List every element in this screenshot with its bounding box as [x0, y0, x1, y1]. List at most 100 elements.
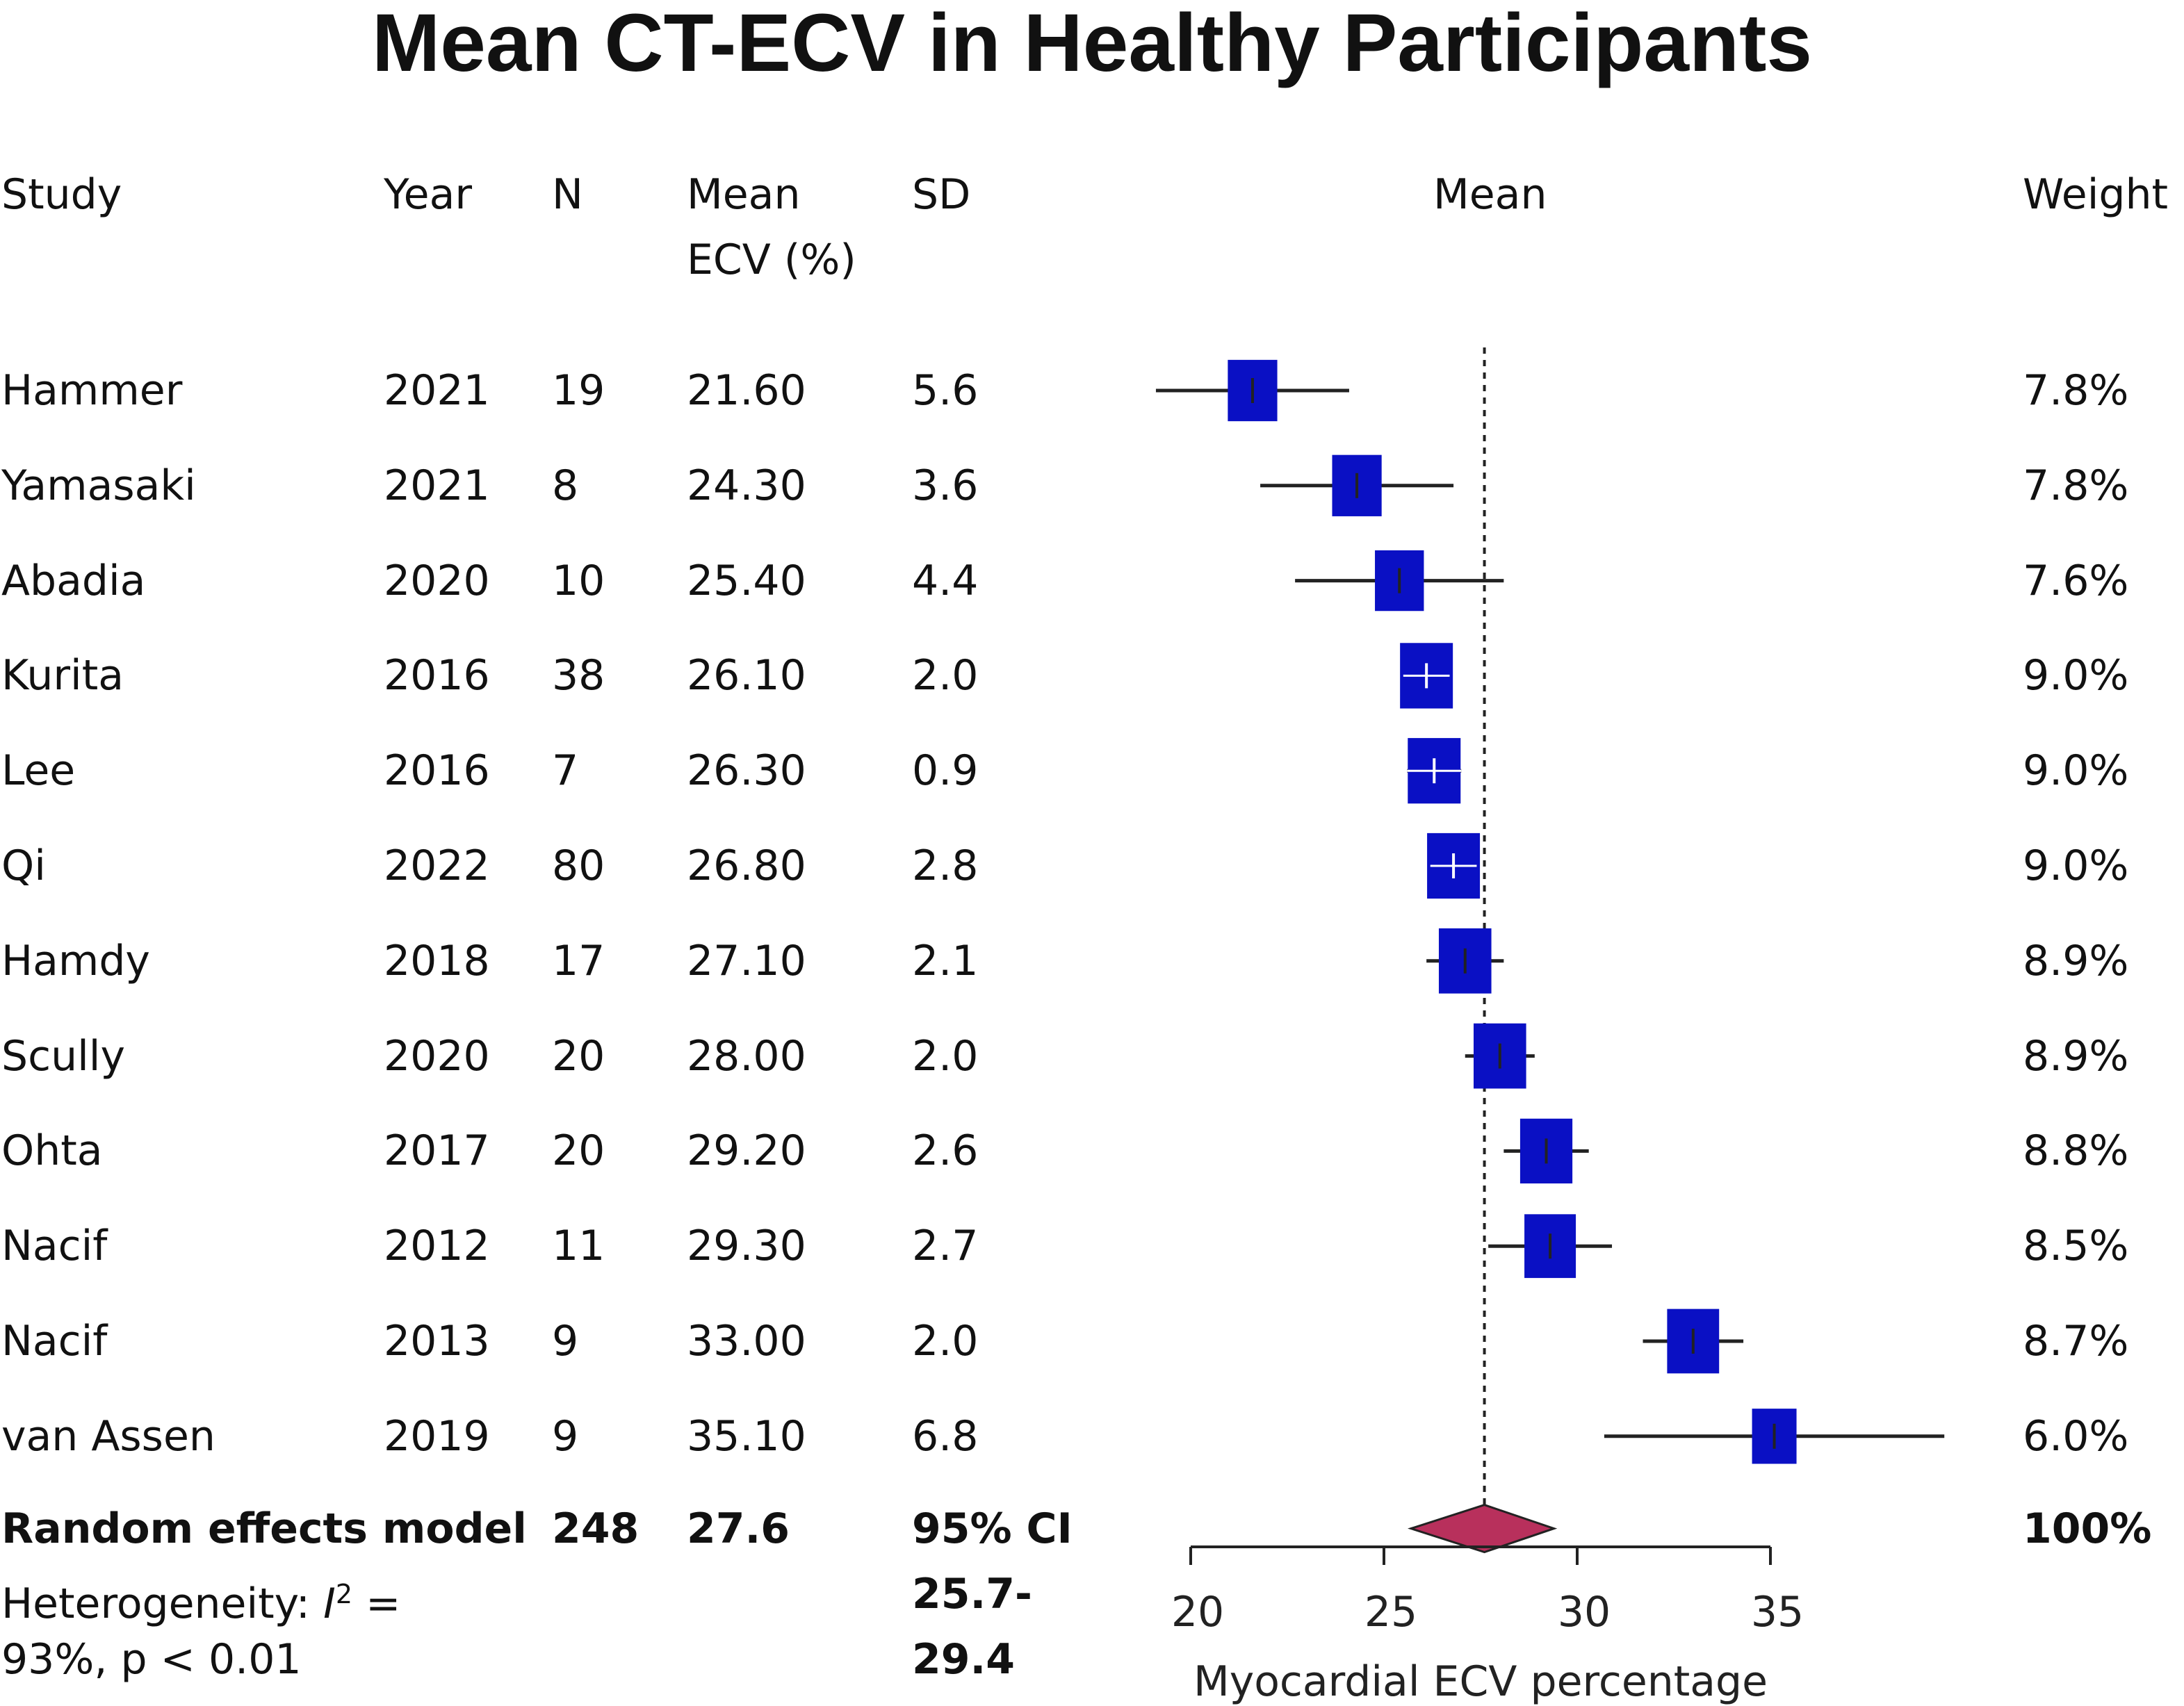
study-weight: 8.8%	[2023, 1126, 2129, 1176]
study-sd: 2.0	[912, 651, 979, 700]
study-year: 2013	[384, 1317, 490, 1365]
study-year: 2021	[384, 366, 490, 415]
study-n: 7	[552, 746, 579, 796]
study-year: 2016	[384, 746, 490, 796]
study-name: van Assen	[1, 1411, 215, 1461]
study-weight: 6.0%	[2023, 1411, 2129, 1461]
heterogeneity-prefix: Heterogeneity:	[1, 1580, 324, 1628]
study-name: Nacif	[1, 1222, 108, 1271]
study-year: 2019	[384, 1411, 490, 1461]
summary-weight: 100%	[2023, 1504, 2152, 1553]
x-axis-tick-label: 35	[1751, 1588, 1804, 1637]
study-n: 17	[552, 936, 605, 985]
chart-title: Mean CT-ECV in Healthy Participants	[371, 0, 1813, 89]
study-name: Hamdy	[1, 936, 150, 985]
study-mean: 29.30	[687, 1222, 806, 1271]
column-header-study: Study	[1, 170, 122, 219]
study-n: 8	[552, 461, 579, 510]
study-name: Hammer	[1, 366, 183, 415]
study-year: 2016	[384, 651, 490, 700]
study-weight: 8.7%	[2023, 1317, 2129, 1365]
study-name: Abadia	[1, 556, 146, 605]
study-mean: 24.30	[687, 461, 806, 510]
study-name: Kurita	[1, 651, 124, 700]
study-name: Nacif	[1, 1317, 108, 1365]
study-year: 2012	[384, 1222, 490, 1271]
column-header-sd: SD	[912, 170, 971, 219]
study-name: Lee	[1, 746, 76, 796]
column-header-mean-unit: ECV (%)	[687, 236, 856, 284]
study-sd: 5.6	[912, 366, 979, 415]
study-mean: 26.10	[687, 651, 806, 700]
summary-diamond	[1408, 1504, 1558, 1554]
summary-ci-label: 95% CI	[912, 1504, 1073, 1553]
study-sd: 2.7	[912, 1222, 979, 1271]
study-weight: 7.8%	[2023, 366, 2129, 415]
study-weight: 9.0%	[2023, 746, 2129, 796]
study-sd: 2.8	[912, 842, 979, 890]
study-sd: 4.4	[912, 556, 979, 605]
study-sd: 6.8	[912, 1411, 979, 1461]
study-sd: 2.0	[912, 1031, 979, 1081]
summary-ci-upper: 29.4	[912, 1635, 1016, 1684]
study-mean: 33.00	[687, 1317, 806, 1365]
study-mean: 26.30	[687, 746, 806, 796]
study-n: 20	[552, 1031, 605, 1081]
heterogeneity-suffix: =	[352, 1580, 401, 1628]
heterogeneity-line-2: 93%, p < 0.01	[1, 1635, 302, 1684]
summary-mean: 27.6	[687, 1504, 790, 1553]
x-axis-tick-label: 25	[1364, 1588, 1417, 1637]
study-year: 2018	[384, 936, 490, 985]
x-axis-tick-label: 20	[1171, 1588, 1224, 1637]
study-n: 19	[552, 366, 605, 415]
study-weight: 8.9%	[2023, 1031, 2129, 1081]
study-n: 38	[552, 651, 605, 700]
column-header-plot-mean: Mean	[1433, 170, 1547, 219]
x-axis-tick-label: 30	[1558, 1588, 1611, 1637]
study-name: Scully	[1, 1031, 125, 1081]
study-mean: 29.20	[687, 1126, 806, 1176]
study-mean: 21.60	[687, 366, 806, 415]
study-weight: 9.0%	[2023, 651, 2129, 700]
study-weight: 8.5%	[2023, 1222, 2129, 1271]
study-sd: 0.9	[912, 746, 979, 796]
study-weight: 7.8%	[2023, 461, 2129, 510]
study-n: 9	[552, 1317, 579, 1365]
study-sd: 2.1	[912, 936, 979, 985]
heterogeneity-superscript: 2	[335, 1579, 352, 1609]
study-weight: 8.9%	[2023, 936, 2129, 985]
summary-label: Random effects model	[1, 1504, 527, 1553]
heterogeneity-line-1: Heterogeneity: I2 =	[1, 1569, 400, 1629]
heterogeneity-symbol: I	[323, 1580, 336, 1628]
column-header-mean: Mean	[687, 170, 801, 219]
study-mean: 27.10	[687, 936, 806, 985]
study-mean: 25.40	[687, 556, 806, 605]
study-n: 10	[552, 556, 605, 605]
study-year: 2020	[384, 556, 490, 605]
study-name: Ohta	[1, 1126, 103, 1176]
study-mean: 35.10	[687, 1411, 806, 1461]
column-header-n: N	[552, 170, 583, 219]
study-n: 9	[552, 1411, 579, 1461]
study-name: Qi	[1, 842, 46, 890]
x-axis-title: Myocardial ECV percentage	[1193, 1657, 1768, 1706]
study-sd: 3.6	[912, 461, 979, 510]
study-year: 2021	[384, 461, 490, 510]
study-weight: 7.6%	[2023, 556, 2129, 605]
study-year: 2022	[384, 842, 490, 890]
study-mean: 28.00	[687, 1031, 806, 1081]
study-weight: 9.0%	[2023, 842, 2129, 890]
study-n: 11	[552, 1222, 605, 1271]
study-mean: 26.80	[687, 842, 806, 890]
summary-n: 248	[552, 1504, 639, 1553]
column-header-weight: Weight	[2023, 170, 2169, 219]
study-n: 20	[552, 1126, 605, 1176]
study-n: 80	[552, 842, 605, 890]
study-name: Yamasaki	[1, 461, 196, 510]
study-sd: 2.0	[912, 1317, 979, 1365]
study-sd: 2.6	[912, 1126, 979, 1176]
summary-ci-lower: 25.7-	[912, 1570, 1032, 1618]
study-year: 2020	[384, 1031, 490, 1081]
column-header-year: Year	[384, 170, 473, 219]
